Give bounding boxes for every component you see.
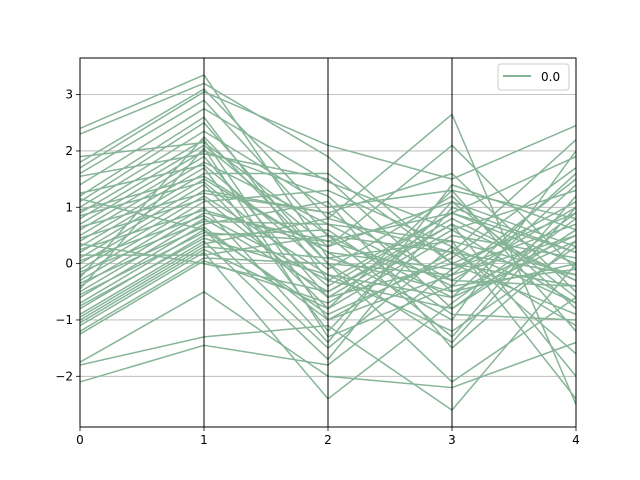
x-tick-label: 3 (448, 433, 456, 447)
y-tick-label: −1 (55, 313, 73, 327)
y-tick-label: 1 (65, 200, 73, 214)
y-tick-label: 0 (65, 257, 73, 271)
x-ticks: 0 1 2 3 4 (76, 427, 580, 447)
legend-box (497, 63, 570, 91)
x-tick-label: 0 (76, 433, 84, 447)
y-ticks: 3 2 1 0 −1 −2 (55, 88, 80, 383)
y-tick-label: −2 (55, 369, 73, 383)
x-tick-label: 1 (200, 433, 208, 447)
legend-label: 0.0 (541, 70, 560, 84)
y-tick-label: 3 (65, 88, 73, 102)
y-tick-label: 2 (65, 144, 73, 158)
x-tick-label: 4 (572, 433, 580, 447)
legend: 0.0 (497, 63, 570, 91)
x-tick-label: 2 (324, 433, 332, 447)
